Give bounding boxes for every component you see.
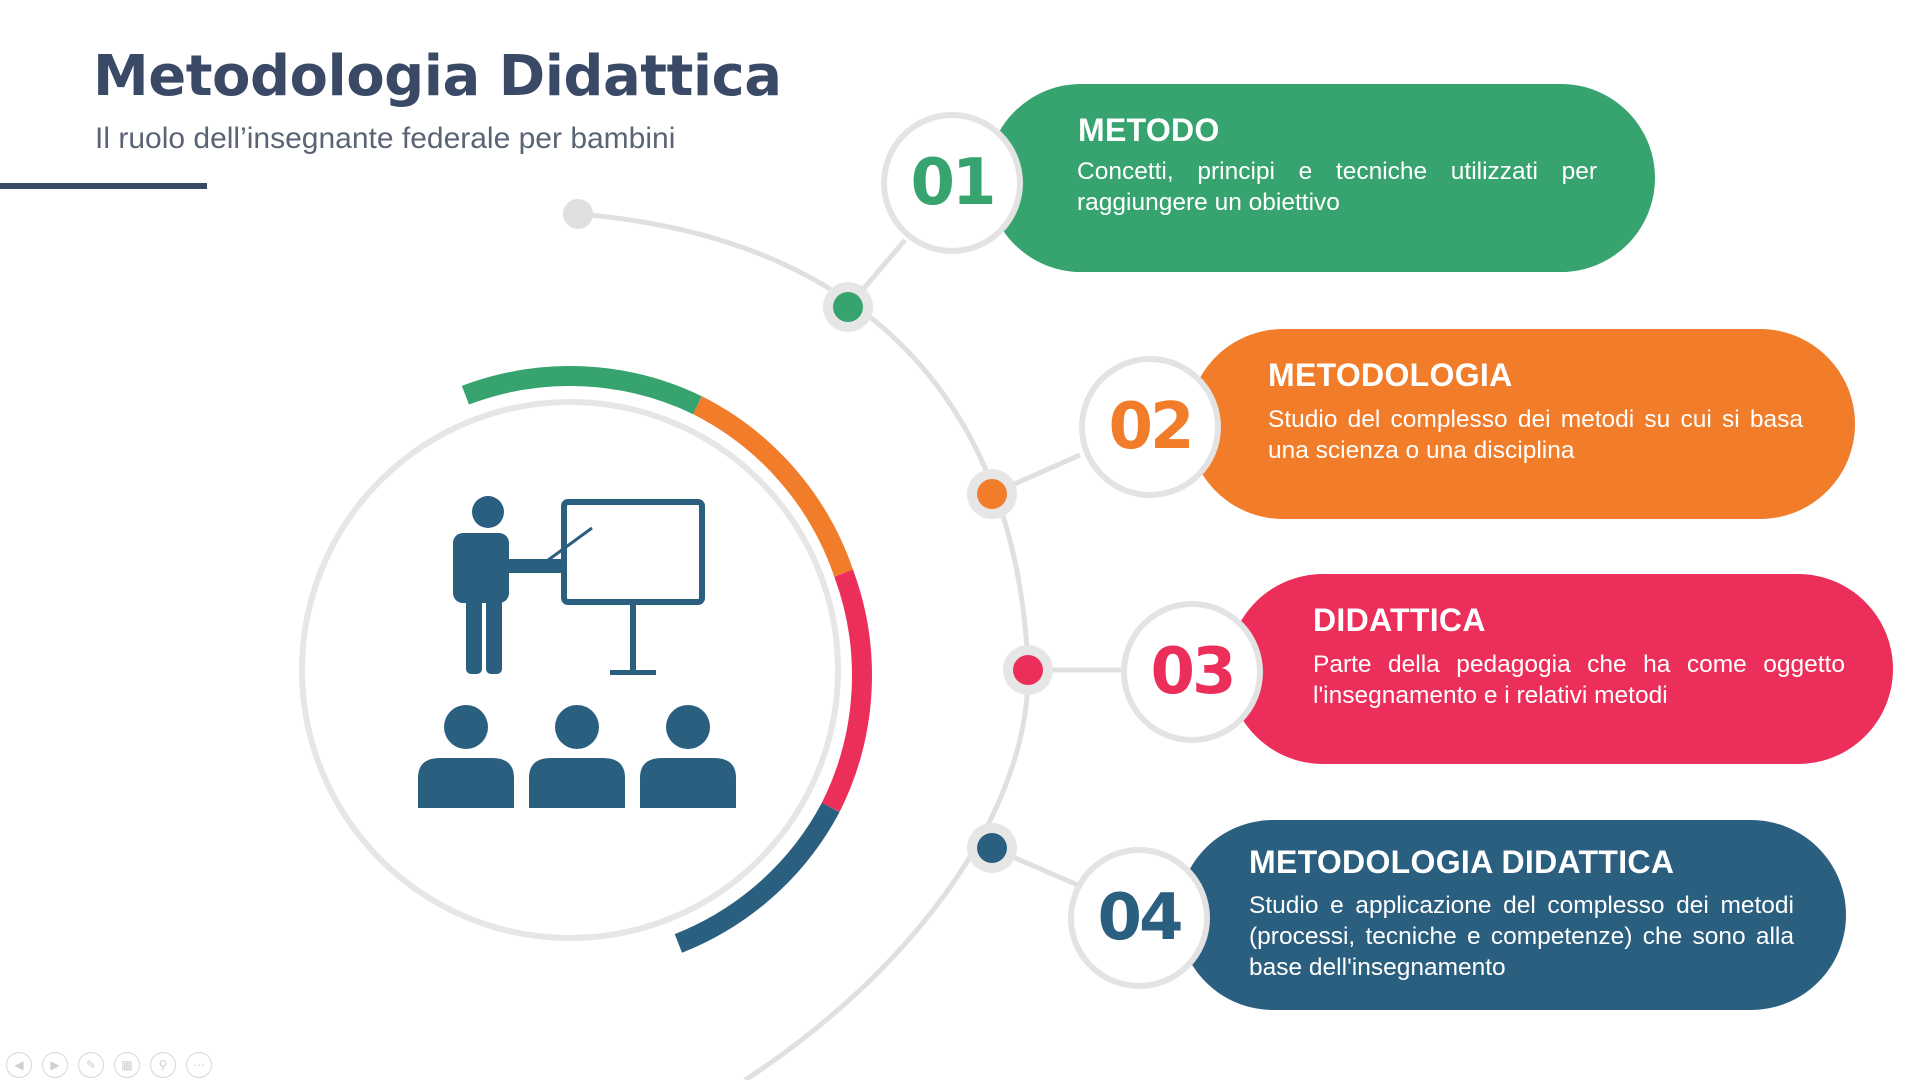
presentation-toolbar: ◀ ▶ ✎ ▦ ⚲ ⋯ [6,1052,212,1078]
step-description-1: Concetti, principi e tecniche utilizzati… [1077,158,1597,216]
step-number-badge-1: 01 [881,112,1023,254]
step-number-badge-3: 03 [1121,601,1263,743]
step-heading-1: METODO [1078,112,1220,148]
step-card-4: METODOLOGIA DIDATTICA Studio e applicazi… [1178,820,1846,1010]
slides-icon[interactable]: ▦ [114,1052,140,1078]
step-dot-2-inner [977,479,1007,509]
zoom-icon[interactable]: ⚲ [150,1052,176,1078]
ring-segment-red [821,569,872,812]
arc-start-dot [563,199,593,229]
step-description-2: Studio del complesso dei metodi su cui s… [1268,406,1803,464]
step-dot-3-inner [1013,655,1043,685]
ring-segment-green [461,366,702,415]
ring-segment-navy [674,802,840,953]
step-description-4: Studio e applicazione del complesso dei … [1249,892,1794,981]
page-title: Metodologia Didattica [93,44,782,109]
step-card-1: METODO Concetti, principi e tecniche uti… [987,84,1655,272]
step-description-3: Parte della pedagogia che ha come oggett… [1313,651,1845,709]
step-heading-4: METODOLOGIA DIDATTICA [1249,844,1675,880]
step-card-2: METODOLOGIA Studio del complesso dei met… [1188,329,1855,519]
step-card-3: DIDATTICA Parte della pedagogia che ha c… [1228,574,1893,764]
step-dot-4-inner [977,833,1007,863]
previous-icon[interactable]: ◀ [6,1052,32,1078]
step-number-badge-4: 04 [1068,847,1210,989]
connector-arc [577,211,1031,1080]
illustration-circle [299,399,841,941]
page-subtitle: Il ruolo dell’insegnante federale per ba… [95,122,676,155]
ring-segment-orange [692,396,854,577]
step-dot-1-inner [833,292,863,322]
step-number-badge-2: 02 [1079,356,1221,498]
next-icon[interactable]: ▶ [42,1052,68,1078]
more-icon[interactable]: ⋯ [186,1052,212,1078]
teacher-presenting-to-students-icon [418,496,736,808]
pen-icon[interactable]: ✎ [78,1052,104,1078]
step-heading-2: METODOLOGIA [1268,357,1513,393]
step-heading-3: DIDATTICA [1313,602,1486,638]
title-underline [0,183,207,189]
